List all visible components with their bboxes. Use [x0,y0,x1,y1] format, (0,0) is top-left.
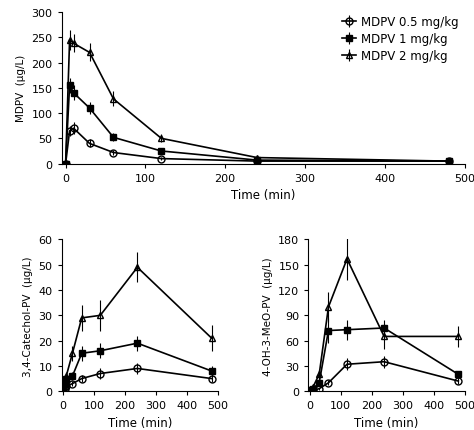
X-axis label: Time (min): Time (min) [231,189,295,202]
Y-axis label: MDPV  (μg/L): MDPV (μg/L) [16,55,26,122]
X-axis label: Time (min): Time (min) [354,416,419,429]
X-axis label: Time (min): Time (min) [108,416,172,429]
Legend: MDPV 0.5 mg/kg, MDPV 1 mg/kg, MDPV 2 mg/kg: MDPV 0.5 mg/kg, MDPV 1 mg/kg, MDPV 2 mg/… [342,16,459,63]
Y-axis label: 4-OH-3-MeO-PV  (μg/L): 4-OH-3-MeO-PV (μg/L) [263,256,273,375]
Y-axis label: 3,4-Catechol-PV  (μg/L): 3,4-Catechol-PV (μg/L) [23,255,33,376]
